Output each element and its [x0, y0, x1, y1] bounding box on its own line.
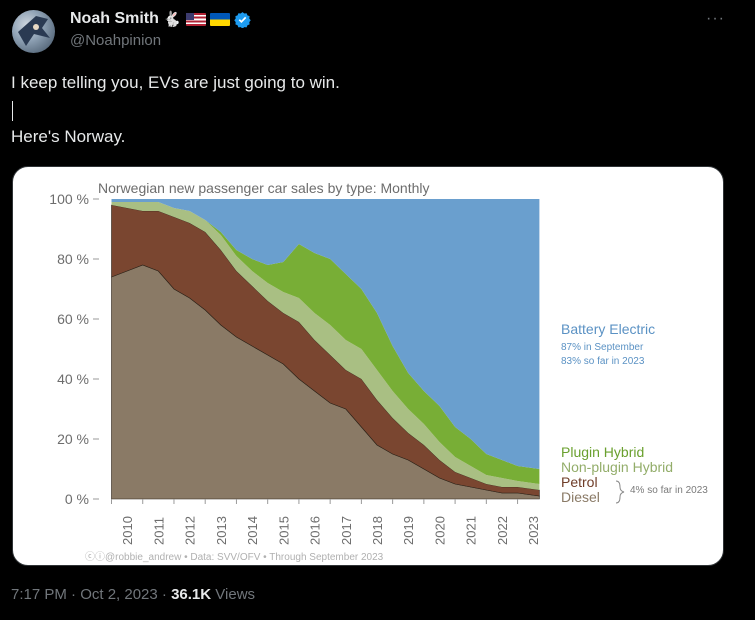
- rabbit-emoji-icon: 🐇: [162, 10, 182, 28]
- x-tick-label: 2023: [526, 516, 541, 545]
- area-battery-electric: [111, 199, 540, 469]
- tweet-meta: 7:17 PM · Oct 2, 2023 · 36.1K Views: [11, 586, 255, 603]
- area-chart: Norwegian new passenger car sales by typ…: [49, 180, 708, 563]
- y-tick-label: 20 %: [57, 431, 89, 447]
- x-tick-label: 2016: [308, 516, 323, 545]
- legend-battery-electric-sub2: 83% so far in 2023: [561, 356, 645, 367]
- chart-footer: ⓒⓘ@robbie_andrew • Data: SVV/OFV • Throu…: [85, 551, 384, 563]
- legend-non-plugin-hybrid: Non-plugin Hybrid: [561, 459, 673, 475]
- author-handle[interactable]: @Noahpinion: [70, 32, 162, 49]
- more-icon[interactable]: ···: [706, 10, 725, 27]
- text-cursor: [12, 101, 13, 121]
- chart-title: Norwegian new passenger car sales by typ…: [98, 180, 430, 196]
- tweet-image[interactable]: Norwegian new passenger car sales by typ…: [12, 166, 724, 566]
- x-tick-label: 2012: [183, 516, 198, 545]
- x-tick-label: 2014: [245, 516, 260, 545]
- area-non-plugin-hybrid: [111, 202, 540, 490]
- legend-battery-electric-sub1: 87% in September: [561, 342, 644, 353]
- x-tick-label: 2010: [120, 516, 135, 545]
- legend-plugin-hybrid: Plugin Hybrid: [561, 444, 644, 460]
- x-tick-label: 2022: [495, 516, 510, 545]
- area-plugin-hybrid: [111, 202, 540, 484]
- y-tick-label: 0 %: [65, 491, 89, 507]
- y-tick-label: 80 %: [57, 251, 89, 267]
- avatar[interactable]: [12, 10, 55, 53]
- verified-badge-icon[interactable]: [233, 11, 251, 28]
- legend-battery-electric: Battery Electric: [561, 321, 655, 337]
- x-tick-label: 2018: [370, 516, 385, 545]
- x-tick-label: 2021: [464, 516, 479, 545]
- legend-petrol: Petrol: [561, 474, 598, 490]
- legend-brace: [615, 480, 625, 504]
- tweet-text-line1: I keep telling you, EVs are just going t…: [11, 73, 340, 92]
- x-tick-label: 2015: [276, 516, 291, 545]
- x-tick-label: 2017: [339, 516, 354, 545]
- views-count: 36.1K: [171, 586, 212, 603]
- x-tick-label: 2013: [214, 516, 229, 545]
- tweet-timestamp[interactable]: 7:17 PM · Oct 2, 2023 ·: [11, 586, 167, 603]
- x-tick-label: 2011: [151, 517, 166, 545]
- tweet-text-line2: Here's Norway.: [11, 127, 126, 146]
- legend-fossil-note: 4% so far in 2023: [630, 485, 708, 496]
- us-flag-icon: [185, 12, 206, 26]
- legend-diesel: Diesel: [561, 489, 600, 505]
- author-display-name[interactable]: Noah Smith: [70, 10, 159, 27]
- x-tick-label: 2020: [432, 516, 447, 545]
- views-label: Views: [215, 586, 256, 603]
- x-tick-label: 2019: [401, 516, 416, 545]
- y-tick-label: 100 %: [49, 191, 89, 207]
- author-name-row[interactable]: Noah Smith 🐇: [70, 9, 251, 29]
- area-petrol: [111, 204, 540, 497]
- y-tick-label: 40 %: [57, 371, 89, 387]
- y-tick-label: 60 %: [57, 311, 89, 327]
- ukraine-flag-icon: [209, 12, 230, 26]
